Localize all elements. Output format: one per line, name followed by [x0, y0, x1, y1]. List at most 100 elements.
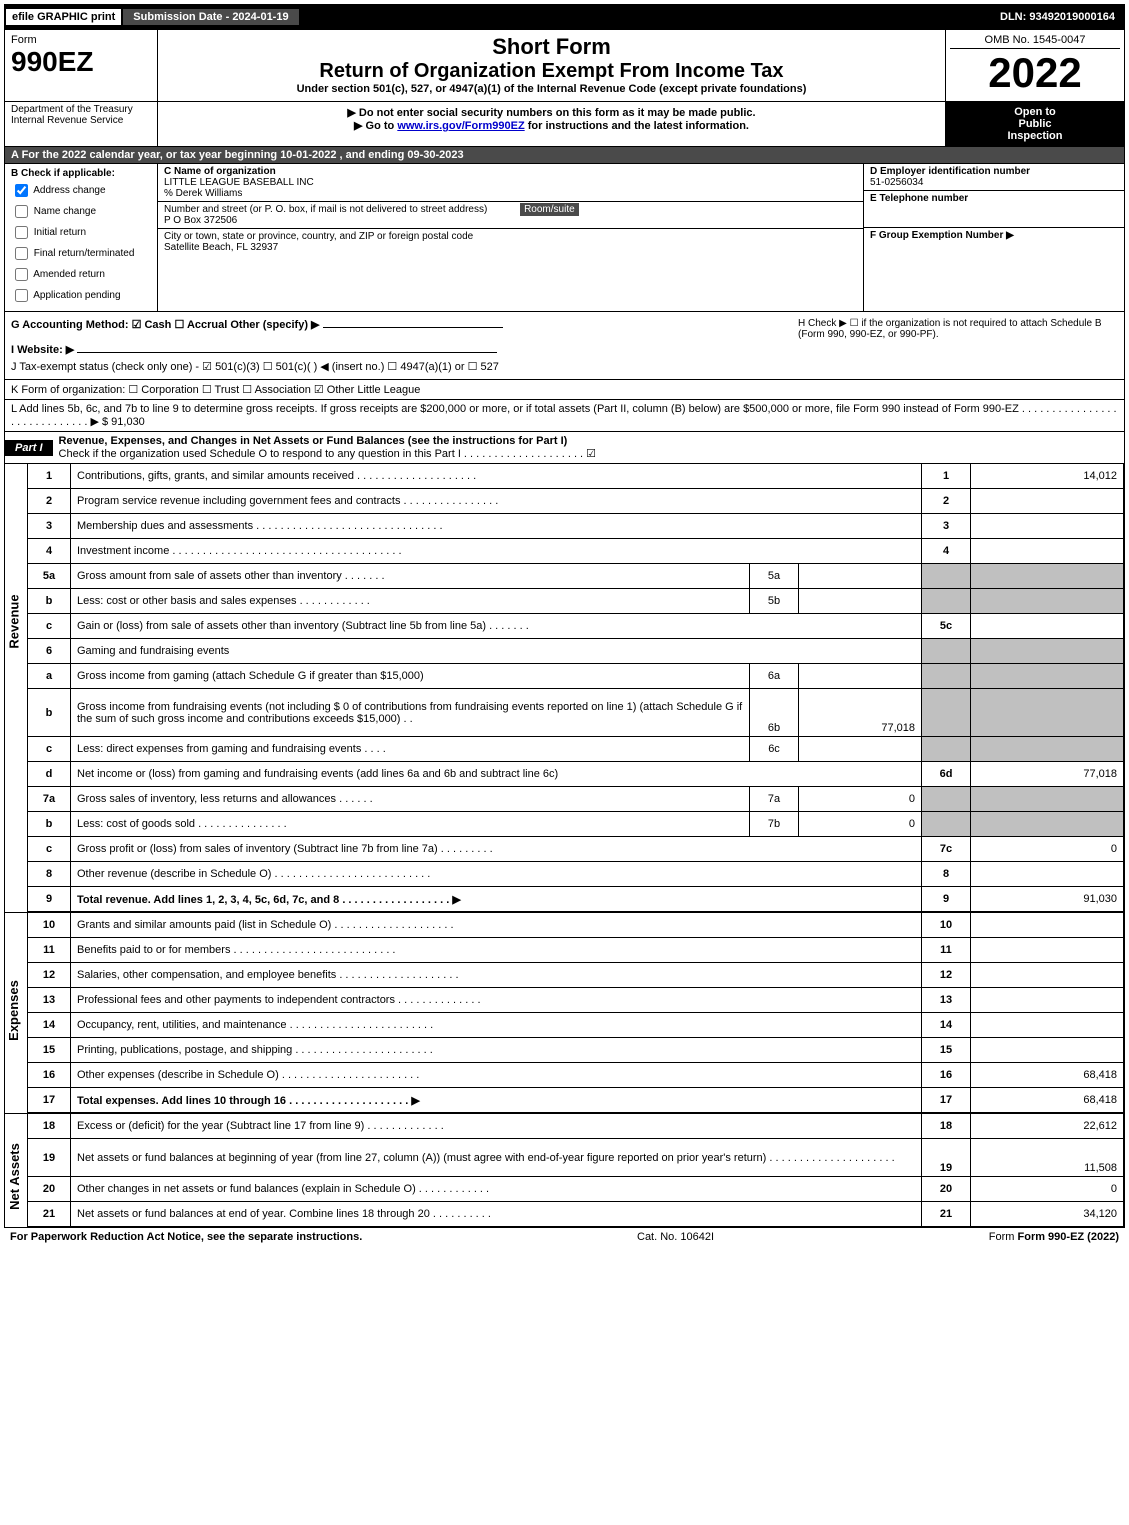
open-2: Public [950, 118, 1120, 130]
form-header: Form 990EZ Short Form Return of Organiza… [4, 30, 1125, 102]
open-1: Open to [950, 106, 1120, 118]
top-bar: efile GRAPHIC print Submission Date - 20… [4, 4, 1125, 30]
page-footer: For Paperwork Reduction Act Notice, see … [4, 1228, 1125, 1246]
expenses-side-label: Expenses [5, 913, 28, 1113]
e-label: E Telephone number [870, 193, 1118, 204]
dept-block: Department of the Treasury Internal Reve… [5, 102, 158, 146]
footer-left: For Paperwork Reduction Act Notice, see … [10, 1231, 362, 1243]
line-15: 15Printing, publications, postage, and s… [28, 1038, 1124, 1063]
box-f: F Group Exemption Number ▶ [864, 228, 1124, 243]
submission-date: Submission Date - 2024-01-19 [123, 9, 298, 25]
check-amended[interactable]: Amended return [11, 265, 151, 284]
revenue-section: Revenue 1Contributions, gifts, grants, a… [4, 464, 1125, 913]
line-6d: dNet income or (loss) from gaming and fu… [28, 762, 1124, 787]
line-16: 16Other expenses (describe in Schedule O… [28, 1063, 1124, 1088]
d-label: D Employer identification number [870, 166, 1118, 177]
tax-year: 2022 [950, 49, 1120, 97]
part-1-label: Part I [5, 440, 53, 456]
dept-line-2: Internal Revenue Service [11, 115, 151, 126]
l-amount: 91,030 [111, 416, 145, 428]
address-row: Number and street (or P. O. box, if mail… [158, 202, 863, 229]
inspection-block: Open to Public Inspection [946, 102, 1124, 146]
line-13: 13Professional fees and other payments t… [28, 988, 1124, 1013]
line-4: 4Investment income . . . . . . . . . . .… [28, 539, 1124, 564]
box-d: D Employer identification number 51-0256… [864, 164, 1124, 191]
city-label: City or town, state or province, country… [164, 231, 857, 242]
section-k: K Form of organization: ☐ Corporation ☐ … [4, 380, 1125, 400]
line-2: 2Program service revenue including gover… [28, 489, 1124, 514]
f-label: F Group Exemption Number ▶ [870, 230, 1118, 241]
form-number: 990EZ [11, 46, 151, 78]
g-accounting: G Accounting Method: ☑ Cash ☐ Accrual Ot… [11, 318, 798, 331]
addr-label: Number and street (or P. O. box, if mail… [164, 204, 487, 215]
line-11: 11Benefits paid to or for members . . . … [28, 938, 1124, 963]
identification-block: B Check if applicable: Address change Na… [4, 164, 1125, 312]
ghij-left: G Accounting Method: ☑ Cash ☐ Accrual Ot… [11, 318, 798, 373]
form-word: Form [11, 34, 151, 46]
g-other-input[interactable] [323, 327, 503, 328]
box-e: E Telephone number [864, 191, 1124, 228]
address: P O Box 372506 [164, 215, 857, 226]
net-assets-table: 18Excess or (deficit) for the year (Subt… [28, 1114, 1124, 1227]
website-input[interactable] [77, 352, 497, 353]
net-assets-section: Net Assets 18Excess or (deficit) for the… [4, 1114, 1125, 1228]
check-name-change[interactable]: Name change [11, 202, 151, 221]
line-8: 8Other revenue (describe in Schedule O) … [28, 862, 1124, 887]
c-label: C Name of organization [164, 166, 857, 177]
l-text: L Add lines 5b, 6c, and 7b to line 9 to … [11, 403, 1117, 428]
efile-label: efile GRAPHIC print [6, 9, 123, 25]
city-row: City or town, state or province, country… [158, 229, 863, 255]
line-7c: cGross profit or (loss) from sales of in… [28, 837, 1124, 862]
city: Satellite Beach, FL 32937 [164, 242, 857, 253]
check-address-change[interactable]: Address change [11, 181, 151, 200]
care-of: % Derek Williams [164, 188, 857, 199]
main-title: Return of Organization Exempt From Incom… [162, 60, 941, 83]
line-5c: cGain or (loss) from sale of assets othe… [28, 614, 1124, 639]
check-app-pending[interactable]: Application pending [11, 286, 151, 305]
instruction-row: Department of the Treasury Internal Reve… [4, 102, 1125, 147]
section-ghij: G Accounting Method: ☑ Cash ☐ Accrual Ot… [4, 312, 1125, 380]
form-id-block: Form 990EZ [5, 30, 158, 101]
year-block: OMB No. 1545-0047 2022 [946, 30, 1124, 101]
footer-center: Cat. No. 10642I [637, 1231, 714, 1243]
line-3: 3Membership dues and assessments . . . .… [28, 514, 1124, 539]
box-b: B Check if applicable: Address change Na… [5, 164, 158, 311]
line-7a: 7aGross sales of inventory, less returns… [28, 787, 1124, 812]
instructions: ▶ Do not enter social security numbers o… [158, 102, 946, 146]
part-1-check-o: Check if the organization used Schedule … [59, 448, 597, 460]
line-6: 6Gaming and fundraising events [28, 639, 1124, 664]
line-1: 1Contributions, gifts, grants, and simil… [28, 464, 1124, 489]
dept-line-1: Department of the Treasury [11, 104, 151, 115]
box-h: H Check ▶ ☐ if the organization is not r… [798, 318, 1118, 373]
irs-link[interactable]: www.irs.gov/Form990EZ [397, 120, 524, 132]
dln-label: DLN: 93492019000164 [992, 9, 1123, 25]
line-20: 20Other changes in net assets or fund ba… [28, 1177, 1124, 1202]
line-5a: 5aGross amount from sale of assets other… [28, 564, 1124, 589]
net-assets-side-label: Net Assets [5, 1114, 28, 1227]
open-3: Inspection [950, 130, 1120, 142]
short-form-label: Short Form [162, 34, 941, 60]
expenses-section: Expenses 10Grants and similar amounts pa… [4, 913, 1125, 1114]
line-19: 19Net assets or fund balances at beginni… [28, 1139, 1124, 1177]
org-name: LITTLE LEAGUE BASEBALL INC [164, 177, 857, 188]
title-block: Short Form Return of Organization Exempt… [158, 30, 946, 101]
box-c: C Name of organization LITTLE LEAGUE BAS… [158, 164, 864, 311]
omb-number: OMB No. 1545-0047 [950, 34, 1120, 49]
revenue-side-label: Revenue [5, 464, 28, 912]
room-label: Room/suite [520, 203, 579, 216]
line-5b: bLess: cost or other basis and sales exp… [28, 589, 1124, 614]
line-7b: bLess: cost of goods sold . . . . . . . … [28, 812, 1124, 837]
check-final-return[interactable]: Final return/terminated [11, 244, 151, 263]
line-6c: cLess: direct expenses from gaming and f… [28, 737, 1124, 762]
box-b-title: B Check if applicable: [11, 168, 151, 179]
org-name-row: C Name of organization LITTLE LEAGUE BAS… [158, 164, 863, 202]
instr-2: ▶ Go to www.irs.gov/Form990EZ for instru… [162, 119, 941, 132]
box-def: D Employer identification number 51-0256… [864, 164, 1124, 311]
check-initial-return[interactable]: Initial return [11, 223, 151, 242]
line-12: 12Salaries, other compensation, and empl… [28, 963, 1124, 988]
section-a: A For the 2022 calendar year, or tax yea… [4, 147, 1125, 164]
revenue-table: 1Contributions, gifts, grants, and simil… [28, 464, 1124, 912]
section-l: L Add lines 5b, 6c, and 7b to line 9 to … [4, 400, 1125, 432]
sub-title: Under section 501(c), 527, or 4947(a)(1)… [162, 83, 941, 95]
ein: 51-0256034 [870, 177, 1118, 188]
